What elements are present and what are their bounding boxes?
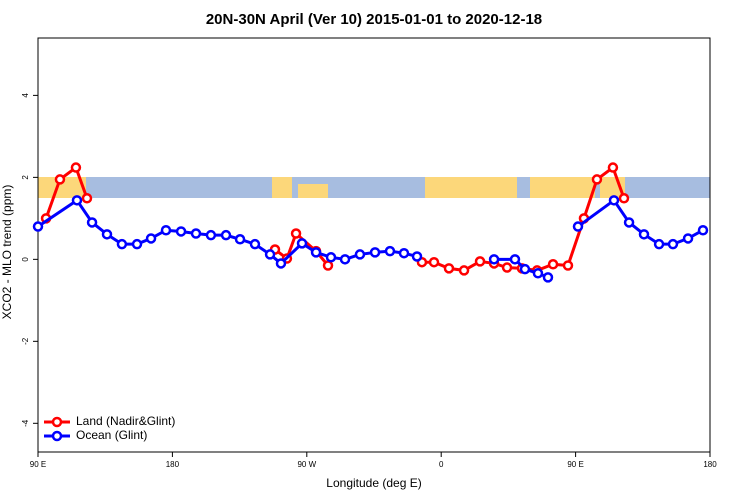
- data-point: [697, 224, 709, 236]
- data-point: [290, 228, 302, 239]
- data-point: [275, 258, 287, 269]
- y-tick-label: 2: [21, 175, 30, 180]
- data-point: [458, 265, 470, 276]
- data-point: [411, 251, 423, 262]
- data-point: [443, 263, 455, 274]
- legend-marker: [51, 416, 63, 428]
- data-point: [354, 249, 366, 260]
- data-point: [369, 247, 381, 258]
- data-point: [428, 256, 440, 268]
- data-point: [607, 162, 619, 173]
- data-point: [325, 252, 337, 263]
- data-point: [509, 254, 521, 265]
- data-point: [175, 226, 187, 237]
- data-point: [145, 233, 157, 244]
- data-point: [608, 195, 620, 206]
- data-point: [71, 195, 83, 206]
- chart-title: 20N-30N April (Ver 10) 2015-01-01 to 202…: [206, 11, 542, 28]
- data-point: [220, 229, 232, 241]
- data-point: [160, 224, 172, 236]
- data-point: [501, 262, 513, 273]
- legend-marker: [51, 430, 63, 442]
- y-tick-label: -2: [21, 337, 30, 345]
- data-point: [234, 234, 246, 245]
- data-point: [249, 238, 261, 250]
- x-tick-label: 0: [439, 460, 444, 469]
- data-point: [54, 174, 66, 185]
- data-point: [623, 217, 635, 228]
- data-point: [190, 228, 202, 239]
- y-axis-label: XCO2 - MLO trend (ppm): [0, 185, 14, 320]
- data-point: [542, 272, 554, 283]
- legend-label: Land (Nadir&Glint): [76, 414, 175, 428]
- data-point: [562, 260, 574, 271]
- data-point: [591, 174, 603, 185]
- data-point: [296, 238, 308, 249]
- data-point: [547, 259, 559, 270]
- data-point: [519, 263, 531, 275]
- x-tick-label: 90 E: [30, 460, 46, 469]
- plot-frame: [37, 37, 711, 453]
- data-point: [116, 238, 128, 250]
- map-strip: [38, 177, 710, 198]
- data-point: [384, 245, 396, 257]
- data-point: [70, 162, 82, 173]
- data-point: [682, 233, 694, 244]
- data-point: [653, 238, 665, 250]
- y-tick-label: 0: [21, 257, 30, 262]
- x-tick-label: 180: [703, 460, 717, 469]
- series-line: [37, 198, 704, 279]
- data-point: [310, 247, 322, 258]
- data-point: [86, 217, 98, 228]
- data-point: [398, 247, 410, 259]
- legend-label: Ocean (Glint): [76, 428, 147, 442]
- data-point: [322, 260, 334, 271]
- data-point: [205, 229, 217, 241]
- data-point: [532, 268, 544, 279]
- data-point: [32, 221, 44, 232]
- data-point: [264, 249, 276, 260]
- data-point: [638, 229, 650, 240]
- x-tick-label: 180: [166, 460, 180, 469]
- y-tick-label: 4: [21, 93, 30, 98]
- data-point: [101, 229, 113, 240]
- y-tick-label: -4: [21, 419, 30, 427]
- data-point: [618, 193, 630, 204]
- data-point: [131, 238, 143, 250]
- data-point: [474, 256, 486, 267]
- x-tick-label: 90 W: [297, 460, 316, 469]
- x-axis-label: Longitude (deg E): [326, 476, 421, 490]
- data-point: [667, 238, 679, 250]
- data-point: [339, 254, 351, 265]
- data-point: [572, 221, 584, 232]
- data-point: [488, 254, 500, 265]
- data-point: [81, 193, 93, 204]
- x-tick-label: 90 E: [567, 460, 583, 469]
